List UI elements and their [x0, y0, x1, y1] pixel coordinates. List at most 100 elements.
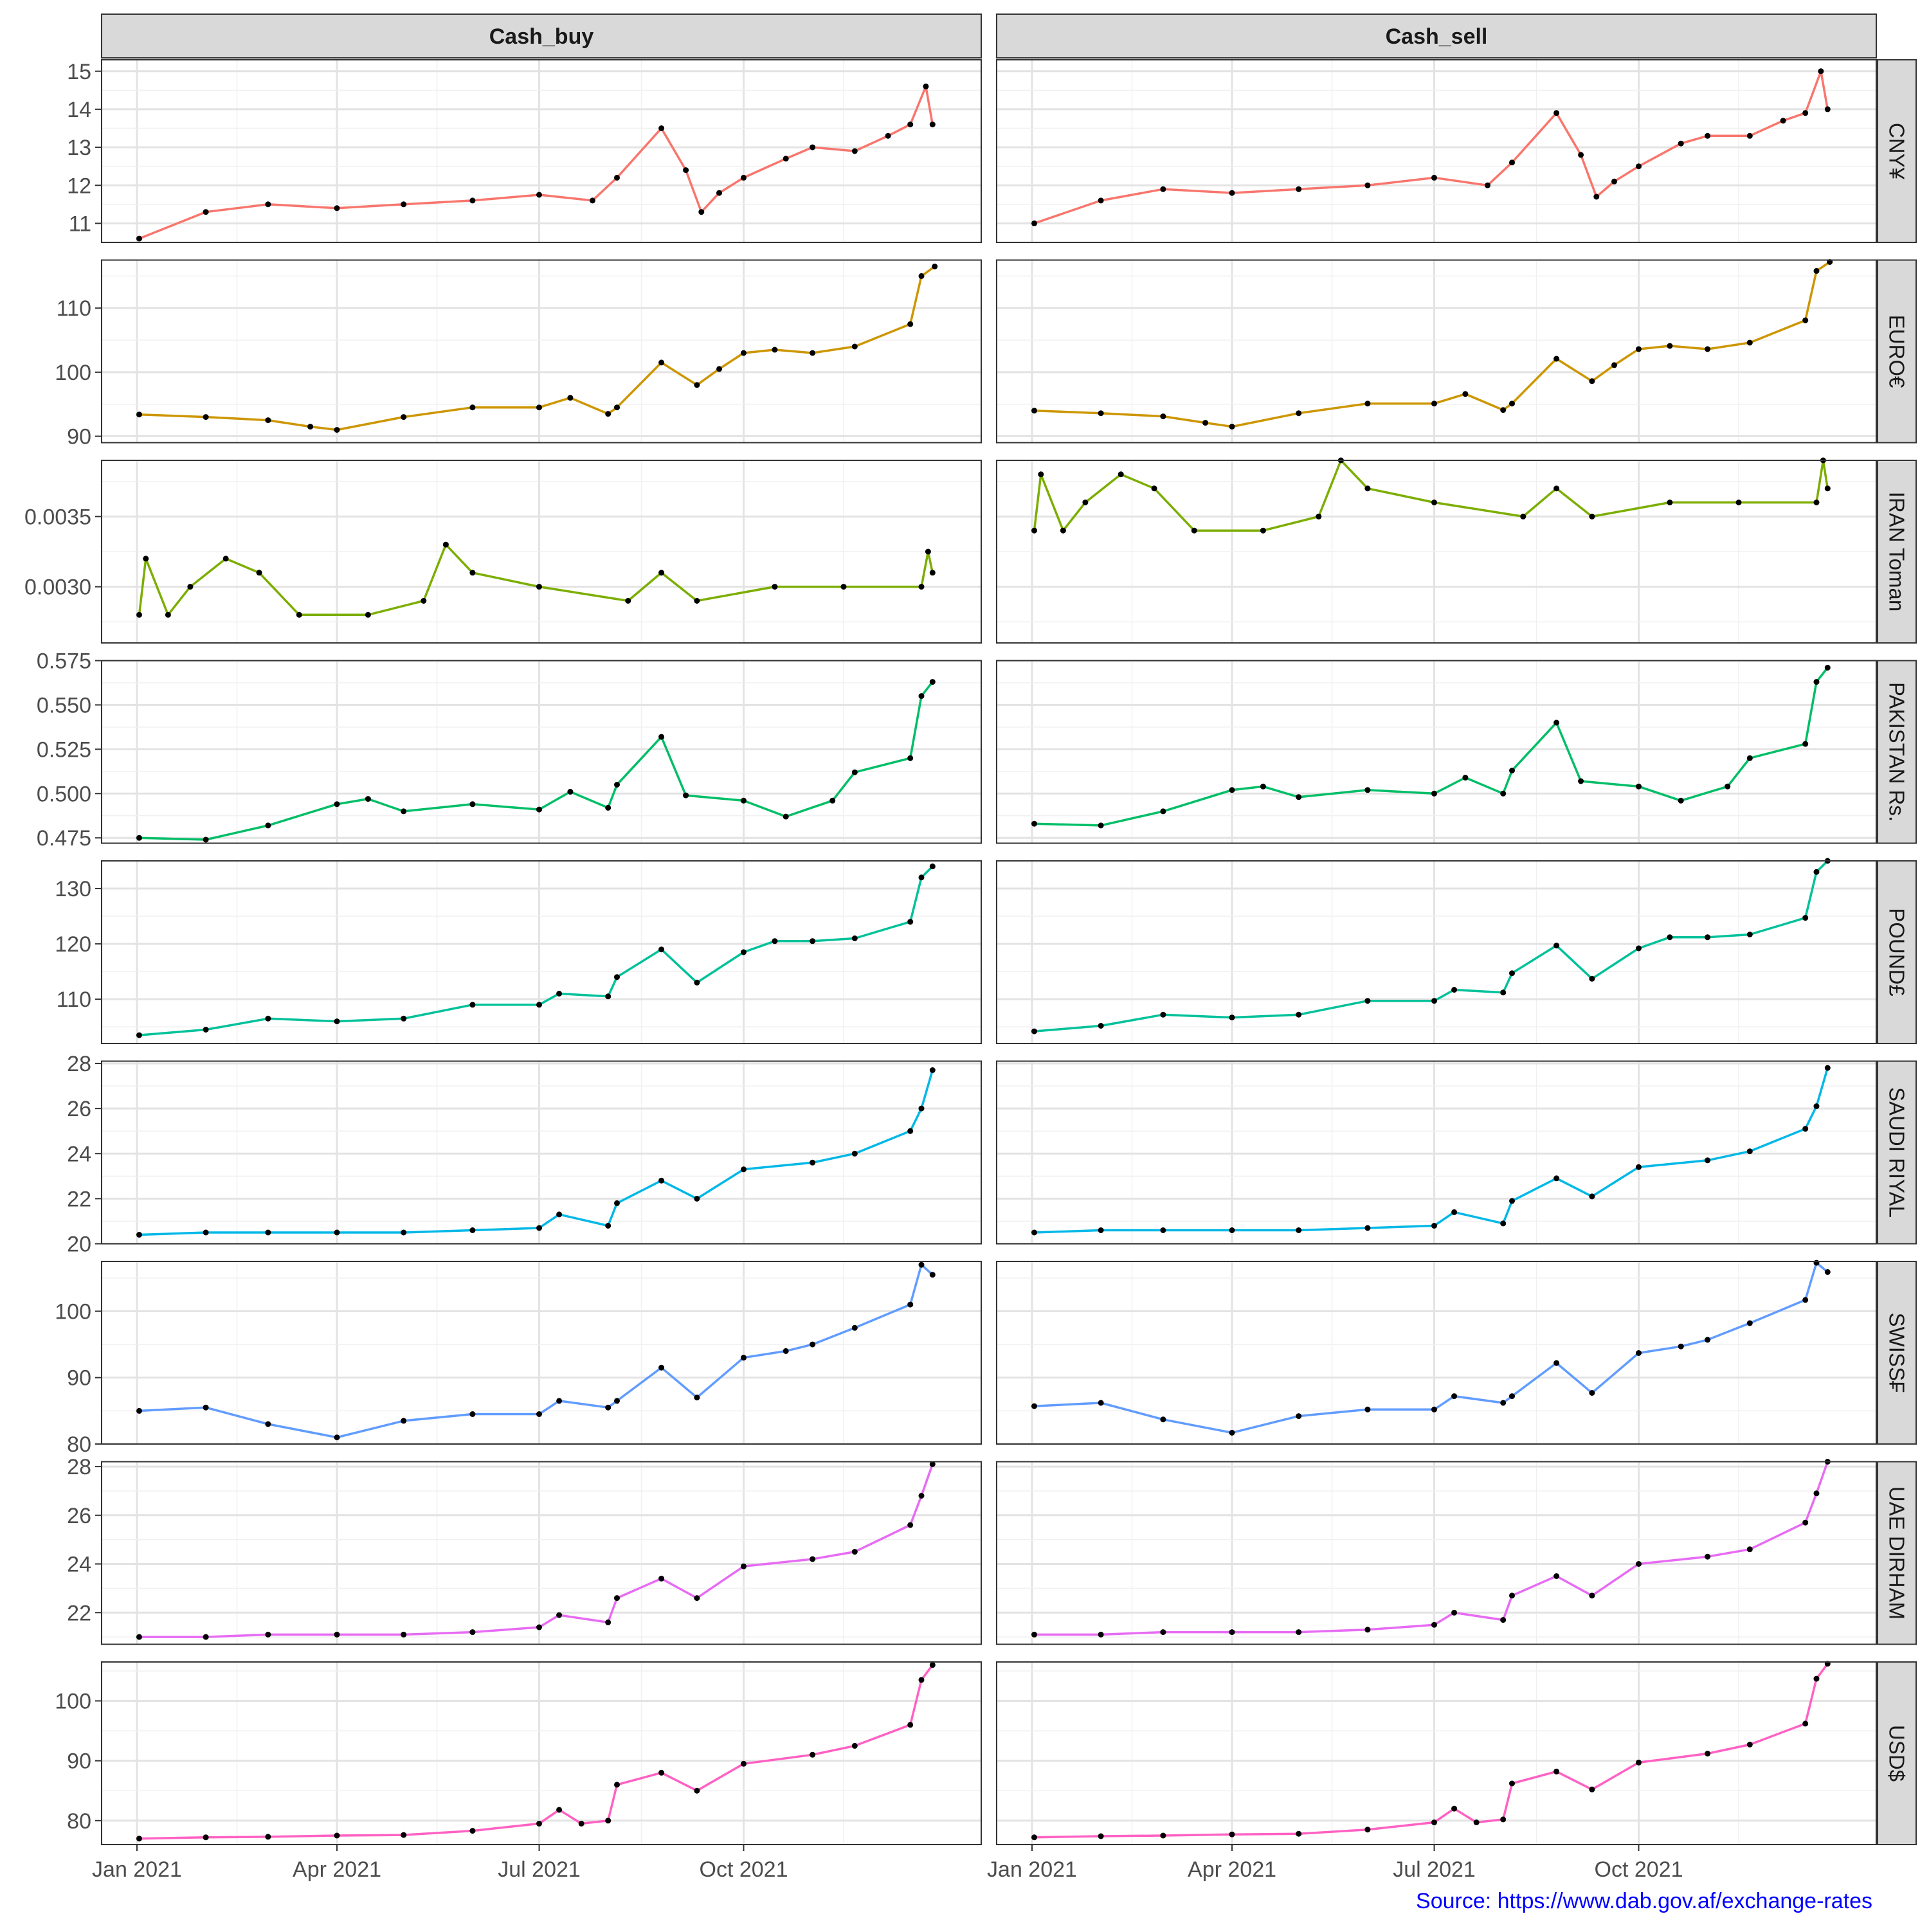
data-point: [1553, 719, 1560, 726]
data-point: [536, 806, 542, 813]
data-point: [1813, 869, 1820, 875]
data-point: [694, 1595, 700, 1602]
y-tick-label: 100: [55, 1690, 91, 1714]
data-point: [536, 192, 542, 198]
data-point: [1451, 987, 1458, 993]
data-point: [614, 1200, 620, 1206]
data-point: [1500, 989, 1507, 996]
data-point: [614, 974, 620, 980]
data-point: [1818, 68, 1824, 75]
data-point: [578, 1820, 584, 1827]
data-point: [1098, 197, 1104, 204]
data-point: [907, 755, 914, 761]
data-point: [1160, 1629, 1166, 1636]
data-point: [614, 174, 620, 181]
data-point: [907, 1301, 914, 1308]
data-point: [851, 935, 858, 941]
data-point: [1520, 513, 1526, 519]
panel-background: [102, 1061, 981, 1244]
column-strip-label: Cash_buy: [489, 24, 594, 49]
data-point: [1229, 190, 1235, 196]
data-point: [1824, 106, 1831, 113]
data-point: [605, 1223, 611, 1229]
series-line-pakistan-rs: [139, 681, 934, 841]
data-point: [1705, 132, 1711, 139]
row-strip-swiss: [1877, 1261, 1917, 1445]
data-point: [605, 411, 611, 417]
data-point: [1296, 410, 1302, 417]
data-point: [1509, 1780, 1515, 1787]
data-point: [401, 201, 407, 208]
panel-border: [101, 660, 982, 844]
data-point: [1364, 1406, 1371, 1413]
data-point: [1500, 1220, 1507, 1227]
data-point: [929, 1272, 936, 1278]
data-point: [1364, 1225, 1371, 1231]
data-point: [1296, 1629, 1302, 1636]
data-point: [694, 1787, 700, 1794]
y-tick-label: 0.0030: [24, 575, 91, 600]
data-point: [296, 611, 302, 618]
data-point: [851, 1150, 858, 1157]
data-point: [1098, 1023, 1104, 1029]
data-point: [851, 1549, 858, 1555]
panel-saudi-riyal-cash-sell: [996, 1060, 1877, 1245]
data-point: [614, 1782, 620, 1788]
data-point: [567, 395, 574, 401]
data-point: [694, 382, 700, 388]
data-point: [365, 611, 371, 618]
data-point: [1031, 1631, 1037, 1638]
data-point: [556, 1807, 563, 1813]
data-point: [536, 1225, 542, 1231]
data-point: [469, 1828, 476, 1834]
data-point: [658, 734, 665, 740]
data-point: [918, 1105, 925, 1112]
data-point: [810, 350, 816, 356]
data-point: [1296, 1413, 1302, 1420]
data-point: [334, 1018, 340, 1025]
data-point: [265, 201, 271, 208]
y-tick-label: 90: [67, 1366, 91, 1391]
data-point: [1802, 1519, 1809, 1526]
data-point: [1705, 934, 1711, 941]
data-point: [1098, 1631, 1104, 1638]
data-point: [1431, 1223, 1437, 1229]
data-point: [614, 782, 620, 788]
data-point: [1678, 1343, 1684, 1350]
data-point: [1151, 485, 1157, 492]
row-strip-cny: [1877, 59, 1917, 243]
data-point: [658, 359, 665, 366]
data-point: [907, 1128, 914, 1134]
data-point: [1611, 178, 1617, 185]
y-tick-label: 26: [67, 1504, 91, 1528]
data-point: [1611, 362, 1617, 368]
data-point: [136, 835, 142, 841]
data-point: [1553, 1573, 1560, 1579]
panel-cny-cash-buy: 11 12 13 14 15: [67, 59, 982, 243]
data-point: [222, 555, 229, 562]
y-tick-label: 100: [55, 1299, 91, 1324]
data-point: [694, 598, 700, 604]
data-point: [851, 1742, 858, 1749]
data-point: [614, 1595, 620, 1602]
data-point: [1589, 1786, 1595, 1792]
data-point: [1031, 527, 1037, 534]
y-tick-label: 90: [67, 1749, 91, 1774]
row-strip-label: USD$: [1885, 1725, 1909, 1782]
data-point: [256, 570, 262, 576]
data-point: [165, 611, 171, 618]
data-point: [1500, 1617, 1507, 1623]
column-strip-label: Cash_sell: [1386, 24, 1488, 49]
data-point: [1636, 1164, 1642, 1170]
data-point: [1578, 152, 1584, 158]
data-point: [1451, 1209, 1458, 1215]
panel-border: [996, 1060, 1877, 1245]
data-point: [1191, 527, 1197, 534]
panel-background: [102, 1662, 981, 1845]
data-point: [556, 1612, 563, 1618]
data-point: [469, 404, 476, 411]
data-point: [1364, 1627, 1371, 1633]
data-point: [1118, 471, 1124, 478]
data-point: [1746, 1546, 1753, 1553]
data-point: [1509, 159, 1515, 166]
